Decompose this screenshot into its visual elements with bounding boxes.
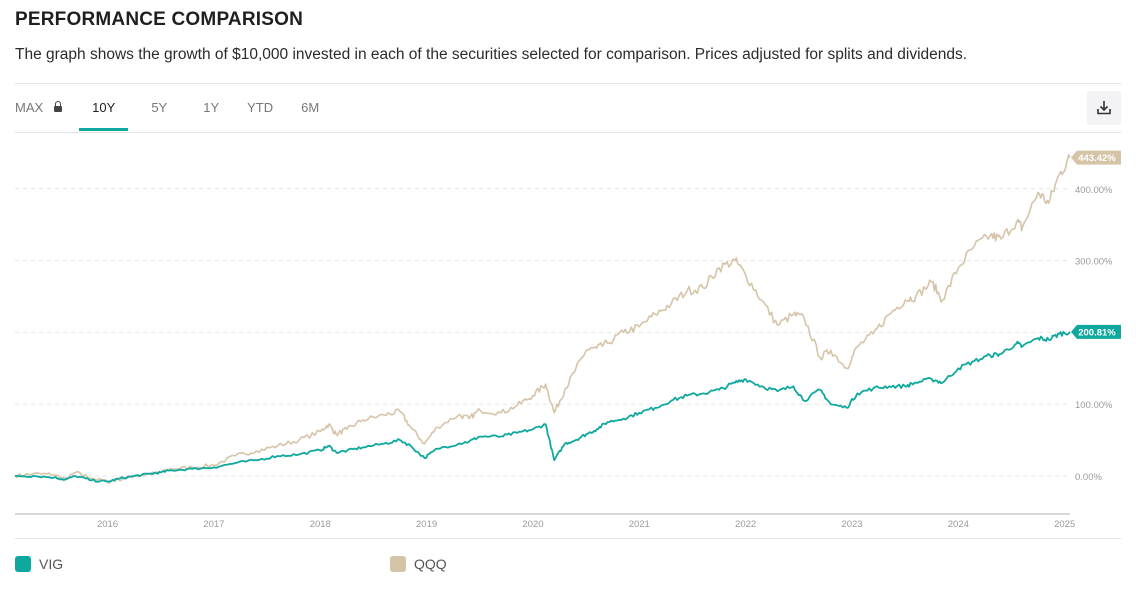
- series-line-qqq: [14, 153, 1071, 484]
- tab-max[interactable]: MAX: [15, 100, 44, 115]
- download-icon: [1097, 101, 1111, 115]
- divider: [15, 132, 1121, 133]
- lock-icon: [53, 100, 63, 116]
- x-tick-label: 2018: [310, 519, 331, 530]
- legend-label-vig: VIG: [39, 556, 64, 572]
- end-label-qqq: 443.42%: [1071, 150, 1121, 165]
- svg-text:200.81%: 200.81%: [1078, 327, 1116, 338]
- x-tick-label: 2017: [203, 519, 224, 530]
- legend-swatch-vig: [15, 556, 31, 572]
- performance-chart: 0.00%100.00%200.00%300.00%400.00% 201620…: [14, 150, 1121, 530]
- y-tick-label: 300.00%: [1075, 257, 1113, 268]
- tab-5y[interactable]: 5Y: [151, 100, 168, 115]
- x-tick-label: 2020: [522, 519, 543, 530]
- tab-6m[interactable]: 6M: [301, 100, 320, 115]
- page-subtitle: The graph shows the growth of $10,000 in…: [15, 46, 968, 63]
- legend-item-vig[interactable]: VIG: [15, 556, 63, 572]
- y-tick-label: 0.00%: [1075, 472, 1102, 483]
- legend-label-qqq: QQQ: [414, 556, 447, 572]
- x-tick-label: 2019: [416, 519, 437, 530]
- x-tick-label: 2023: [841, 519, 862, 530]
- page-title: PERFORMANCE COMPARISON: [15, 9, 303, 30]
- legend-swatch-qqq: [390, 556, 406, 572]
- tab-1y[interactable]: 1Y: [203, 100, 220, 115]
- divider: [15, 538, 1121, 539]
- download-button[interactable]: [1087, 91, 1121, 125]
- divider: [15, 83, 1121, 84]
- tab-ytd[interactable]: YTD: [247, 100, 274, 115]
- series-line-vig: [14, 330, 1071, 483]
- svg-text:443.42%: 443.42%: [1078, 153, 1116, 164]
- x-tick-label: 2024: [948, 519, 969, 530]
- legend-item-qqq[interactable]: QQQ: [390, 556, 447, 572]
- x-tick-label: 2025: [1054, 519, 1075, 530]
- x-tick-label: 2022: [735, 519, 756, 530]
- time-range-tabs: MAX 10Y 5Y 1Y YTD 6M: [15, 100, 319, 132]
- y-tick-label: 100.00%: [1075, 400, 1113, 411]
- y-tick-label: 400.00%: [1075, 185, 1113, 196]
- end-label-vig: 200.81%: [1071, 324, 1121, 339]
- x-tick-label: 2021: [629, 519, 650, 530]
- tab-10y[interactable]: 10Y: [79, 100, 129, 131]
- x-tick-label: 2016: [97, 519, 118, 530]
